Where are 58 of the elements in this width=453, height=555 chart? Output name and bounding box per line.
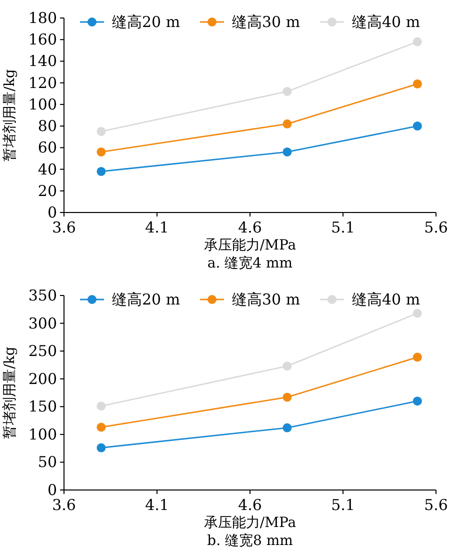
x-tick-label: 5.6	[424, 496, 448, 514]
point	[412, 308, 422, 318]
point	[96, 147, 106, 156]
y-axis-title: 暂堵剂用量/kg	[2, 346, 18, 439]
y-tick-label: 50	[38, 453, 57, 472]
point	[412, 79, 422, 88]
point	[96, 443, 106, 452]
x-tick-label: 5.6	[424, 218, 448, 236]
y-axis-title: 暂堵剂用量/kg	[2, 69, 18, 162]
y-tick-label: 250	[28, 342, 57, 360]
point	[96, 166, 106, 176]
legend-label: 缝高40 m	[352, 290, 420, 308]
point	[96, 126, 106, 136]
point	[282, 362, 292, 371]
y-tick-label: 0	[47, 481, 57, 499]
x-tick-label: 4.6	[238, 218, 262, 236]
y-tick-label: 100	[28, 95, 57, 114]
x-axis-title: 承压能力/MPa	[204, 515, 296, 531]
legend-label: 缝高30 m	[232, 290, 300, 308]
y-tick-label: 0	[47, 204, 57, 222]
y-tick-label: 120	[28, 74, 57, 92]
y-tick-label: 300	[28, 314, 57, 332]
x-tick-label: 5.1	[331, 218, 355, 236]
point	[96, 422, 106, 432]
x-tick-label: 3.6	[52, 496, 76, 514]
point	[96, 402, 106, 411]
y-tick-label: 80	[38, 117, 57, 136]
point	[282, 147, 292, 156]
text: b. 缝宽8 mm	[207, 533, 293, 549]
legend-label: 缝高40 m	[352, 13, 420, 31]
point	[282, 423, 292, 432]
y-tick-label: 60	[38, 138, 57, 157]
x-axis-title: 承压能力/MPa	[204, 238, 296, 254]
legend-label: 缝高20 m	[112, 13, 180, 31]
y-tick-label: 350	[28, 286, 57, 304]
y-tick-label: 160	[28, 30, 57, 49]
y-tick-label: 100	[28, 425, 57, 444]
x-tick-label: 5.1	[331, 496, 355, 514]
x-tick-label: 4.1	[145, 496, 169, 514]
y-tick-label: 200	[28, 370, 57, 388]
point	[412, 352, 422, 362]
point	[282, 119, 292, 128]
point	[412, 396, 422, 406]
x-tick-label: 4.1	[145, 218, 169, 236]
text: a. 缝宽4 mm	[207, 256, 293, 272]
y-tick-label: 20	[38, 182, 57, 200]
x-tick-label: 4.6	[238, 496, 262, 514]
legend-label: 缝高30 m	[232, 13, 300, 31]
point	[412, 122, 422, 131]
x-tick-label: 3.6	[52, 218, 76, 236]
y-tick-label: 180	[28, 9, 57, 27]
point	[282, 392, 292, 402]
point	[412, 37, 422, 46]
y-tick-label: 40	[38, 160, 57, 178]
y-tick-label: 140	[28, 52, 57, 70]
legend-label: 缝高20 m	[112, 290, 180, 308]
y-tick-label: 150	[28, 398, 57, 416]
point	[282, 86, 292, 96]
